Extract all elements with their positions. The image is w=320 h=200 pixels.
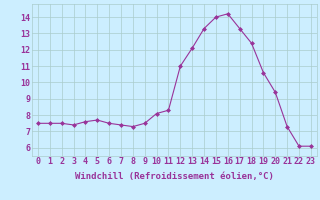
X-axis label: Windchill (Refroidissement éolien,°C): Windchill (Refroidissement éolien,°C) [75,172,274,181]
